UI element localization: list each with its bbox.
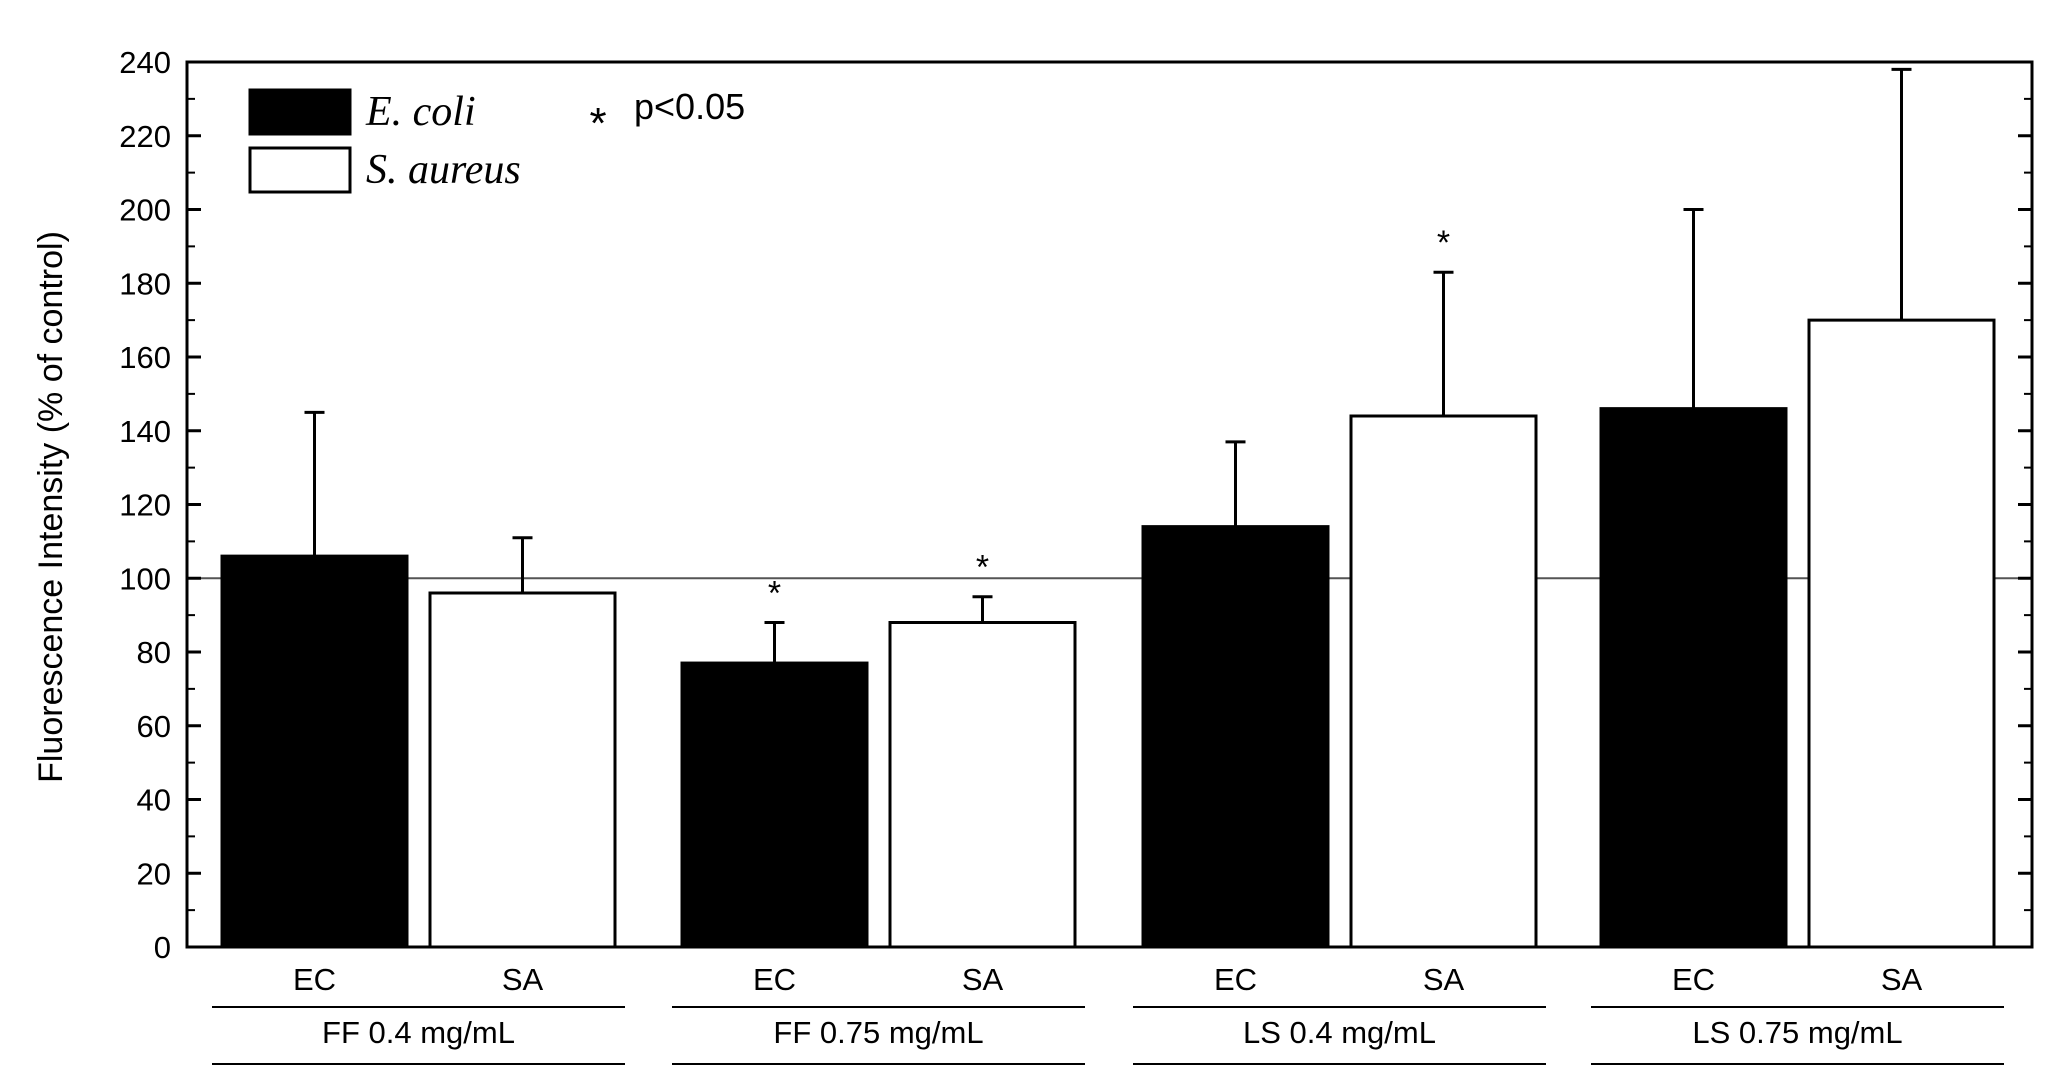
y-tick-label: 120 — [119, 488, 171, 523]
bar-ec-2 — [680, 661, 869, 949]
group-label: FF 0.4 mg/mL — [322, 1015, 515, 1050]
bar-ec-1 — [220, 554, 409, 949]
y-tick-label: 60 — [137, 709, 171, 744]
significance-marker: * — [768, 575, 781, 613]
bar-category-label: EC — [1214, 962, 1257, 997]
group-label: LS 0.4 mg/mL — [1243, 1015, 1436, 1050]
bar-ec-3 — [1141, 525, 1330, 949]
legend-swatch — [248, 88, 352, 136]
legend-significance-marker: * — [589, 99, 606, 148]
y-tick-label: 0 — [154, 930, 171, 965]
legend-label: S. aureus — [366, 147, 521, 193]
category-labels-layer: EC SA FF 0.4 mg/mL EC SA FF 0.75 mg/mL EC SA LS … — [212, 962, 2004, 1065]
bar-sa-2 — [888, 621, 1077, 949]
bars-layer: * * * — [220, 67, 1996, 949]
bar-sa-4 — [1807, 318, 1996, 949]
y-tick-label: 180 — [119, 266, 171, 301]
bar-sa-3 — [1349, 414, 1538, 949]
bar-category-label: SA — [962, 962, 1004, 997]
group-label: FF 0.75 mg/mL — [773, 1015, 983, 1050]
y-tick-label: 40 — [137, 783, 171, 818]
bar-category-label: SA — [502, 962, 544, 997]
y-tick-label: 160 — [119, 340, 171, 375]
legend-label: E. coli — [365, 89, 476, 135]
group-label: LS 0.75 mg/mL — [1692, 1015, 1902, 1050]
y-tick-label: 200 — [119, 193, 171, 228]
y-tick-label: 20 — [137, 856, 171, 891]
y-tick-label: 80 — [137, 635, 171, 670]
bar-category-label: SA — [1881, 962, 1923, 997]
bar-sa-1 — [428, 591, 617, 949]
legend-significance-note: p<0.05 — [634, 86, 745, 127]
y-tick-label: 220 — [119, 119, 171, 154]
legend-swatch — [248, 146, 352, 194]
bar-category-label: EC — [1672, 962, 1715, 997]
y-tick-label: 100 — [119, 561, 171, 596]
y-axis-label: Fluorescence Intensity (% of control) — [32, 231, 70, 783]
y-tick-label: 240 — [119, 45, 171, 80]
bar-category-label: EC — [753, 962, 796, 997]
axes-layer: 0 20 40 60 80 100 120 140 160 180 200 220 240 — [119, 45, 2034, 965]
bar-ec-4 — [1599, 407, 1788, 949]
significance-marker: * — [976, 549, 989, 587]
bar-category-label: SA — [1423, 962, 1465, 997]
bar-category-label: EC — [293, 962, 336, 997]
y-tick-label: 140 — [119, 414, 171, 449]
significance-marker: * — [1437, 224, 1450, 262]
legend: E. coli S. aureus * p<0.05 — [248, 86, 745, 194]
